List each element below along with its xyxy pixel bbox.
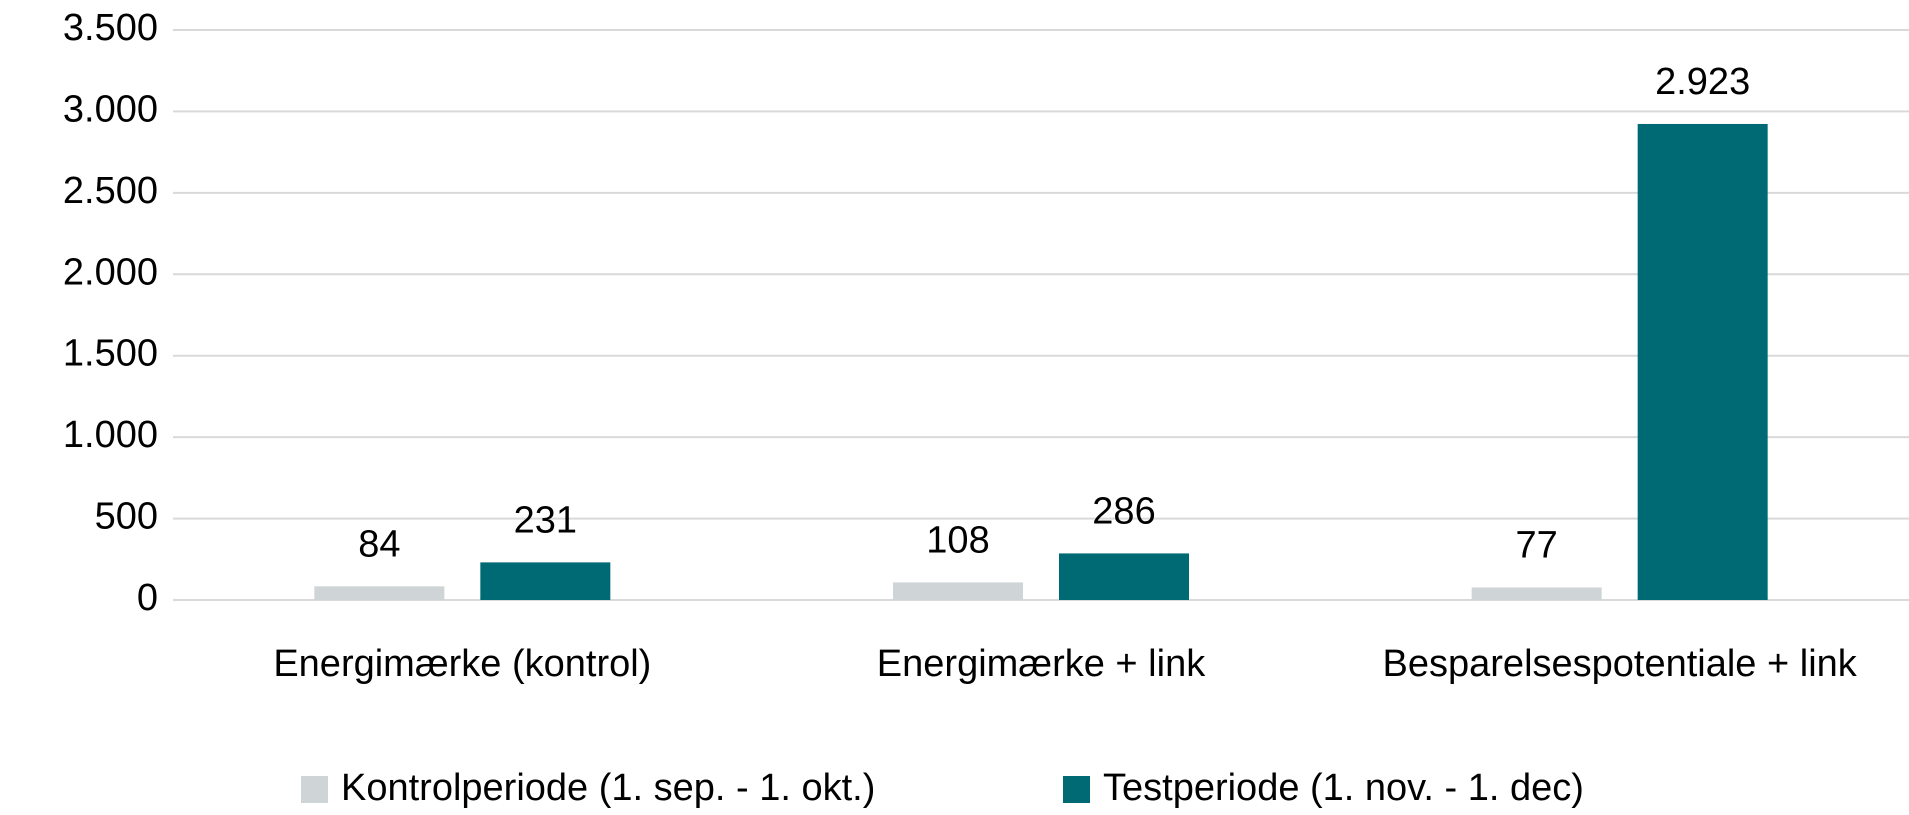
bar bbox=[1637, 123, 1768, 601]
y-tick-label: 1.500 bbox=[63, 333, 158, 375]
data-label: 286 bbox=[1092, 490, 1155, 532]
bar bbox=[893, 582, 1023, 600]
bar bbox=[1471, 587, 1602, 600]
y-tick-label: 3.000 bbox=[63, 88, 158, 130]
x-tick-label: Besparelsespotentiale + link bbox=[1383, 643, 1858, 685]
data-label: 231 bbox=[514, 499, 577, 541]
data-label: 2.923 bbox=[1655, 61, 1750, 103]
data-label: 77 bbox=[1516, 524, 1558, 566]
y-tick-label: 0 bbox=[137, 577, 158, 619]
x-tick-label: Energimærke (kontrol) bbox=[273, 643, 651, 685]
legend-swatch bbox=[301, 776, 328, 803]
y-tick-label: 2.000 bbox=[63, 251, 158, 293]
legend-swatch bbox=[1063, 776, 1090, 803]
bar bbox=[314, 586, 445, 600]
data-label: 108 bbox=[926, 519, 989, 561]
legend-label: Testperiode (1. nov. - 1. dec) bbox=[1103, 767, 1584, 809]
legend-label: Kontrolperiode (1. sep. - 1. okt.) bbox=[341, 767, 875, 809]
y-tick-label: 2.500 bbox=[63, 170, 158, 212]
bar bbox=[480, 562, 611, 600]
y-tick-label: 3.500 bbox=[63, 7, 158, 49]
bar bbox=[1059, 553, 1189, 600]
data-label: 84 bbox=[358, 523, 400, 565]
y-tick-label: 500 bbox=[95, 496, 158, 538]
y-tick-label: 1.000 bbox=[63, 414, 158, 456]
x-tick-label: Energimærke + link bbox=[877, 643, 1206, 685]
